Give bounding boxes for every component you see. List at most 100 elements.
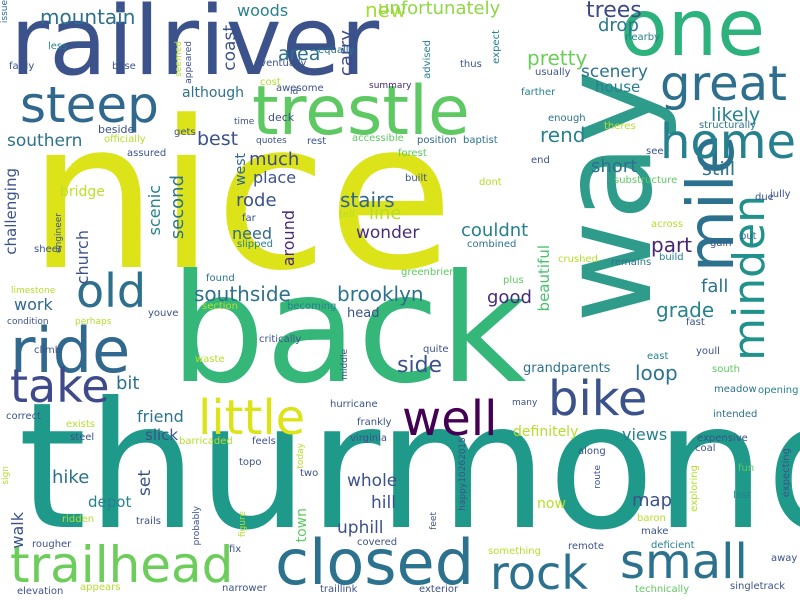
- word-whole: whole: [347, 471, 398, 491]
- word-advised: advised: [422, 40, 433, 79]
- word-fast: fast: [686, 317, 705, 328]
- word-place: place: [253, 168, 297, 187]
- word-church: church: [73, 230, 92, 285]
- word-fairly: fairly: [9, 61, 35, 72]
- word-fun: fun: [738, 463, 755, 474]
- word-feels: feels: [252, 436, 276, 447]
- word-walk: walk: [8, 512, 27, 549]
- word-elevation: elevation: [17, 586, 64, 597]
- word-many: many: [512, 398, 538, 408]
- word-trestle: trestle: [252, 72, 470, 151]
- word-home: home: [660, 114, 797, 170]
- word-appears: appears: [80, 582, 121, 593]
- word-deficient: deficient: [651, 540, 695, 551]
- word-last: last: [733, 490, 752, 501]
- word-challenging: challenging: [2, 168, 20, 255]
- word-rock: rock: [490, 546, 588, 600]
- word-virginia: virginia: [350, 433, 388, 444]
- word-stairs: stairs: [340, 188, 395, 212]
- word-need: need: [232, 224, 272, 243]
- word-way: way: [535, 70, 680, 323]
- word-barricaded: barricaded: [179, 436, 233, 447]
- word-end: end: [531, 155, 550, 166]
- word-section: section: [202, 301, 239, 312]
- word-two: two: [300, 468, 319, 479]
- word-found: found: [206, 273, 235, 284]
- word-id: id: [290, 87, 299, 97]
- word-grandparents: grandparents: [523, 361, 611, 376]
- word-position: position: [417, 135, 457, 146]
- word-topo: topo: [239, 457, 262, 468]
- word-minden: minden: [724, 195, 775, 361]
- word-back: back: [170, 243, 527, 417]
- word-ridden: ridden: [62, 514, 95, 525]
- word-old: old: [76, 264, 147, 318]
- word-covered: covered: [357, 537, 398, 548]
- word-gets: gets: [174, 127, 196, 138]
- word-trailhead: trailhead: [10, 536, 234, 594]
- word-head: head: [347, 306, 380, 321]
- word-crushed: crushed: [558, 254, 598, 265]
- word-around: around: [279, 210, 298, 267]
- word-across: across: [651, 219, 684, 230]
- word-gain: gain: [710, 238, 732, 249]
- word-closed: closed: [275, 526, 475, 599]
- word-bridge: bridge: [60, 184, 105, 200]
- word-house: house: [595, 78, 641, 96]
- word-far: far: [242, 213, 256, 224]
- word-west: west: [233, 153, 249, 186]
- word-climb: climb: [34, 345, 62, 356]
- word-tell: tell: [339, 209, 355, 220]
- word-base: base: [112, 61, 136, 72]
- word-hill: hill: [371, 493, 396, 513]
- word-southern: southern: [7, 131, 83, 151]
- word-although: although: [182, 85, 245, 101]
- word-set: set: [135, 470, 155, 496]
- word-opening: opening: [758, 385, 799, 396]
- word-new: new: [365, 0, 407, 22]
- word-due: due: [755, 192, 774, 203]
- word-work: work: [14, 295, 53, 314]
- word-seemed: seemed: [174, 41, 184, 77]
- word-thurmond: thurmond: [18, 366, 800, 569]
- word-waste: waste: [195, 354, 225, 365]
- word-exploring: exploring: [689, 465, 700, 512]
- word-away: away: [771, 553, 798, 564]
- word-second: second: [167, 175, 188, 240]
- word-views: views: [622, 425, 668, 444]
- word-great: great: [660, 56, 787, 112]
- word-correct: correct: [6, 411, 42, 422]
- word-route: route: [593, 465, 603, 489]
- word-assured: assured: [127, 148, 167, 159]
- word-substructure: substructure: [614, 175, 678, 186]
- word-short: short: [591, 156, 638, 177]
- word-along: along: [578, 446, 606, 457]
- word-plus: plus: [503, 275, 524, 286]
- word-railriver: railriver: [10, 0, 380, 97]
- word-today: today: [296, 443, 306, 469]
- word-line: line: [369, 203, 402, 224]
- word-definitely: definitely: [513, 424, 579, 440]
- word-coast: coast: [220, 25, 240, 71]
- word-still: still: [702, 158, 736, 180]
- word-woods: woods: [237, 1, 289, 20]
- word-rougher: rougher: [32, 539, 72, 550]
- word-intended: intended: [713, 409, 758, 420]
- word-theres: theres: [604, 121, 636, 132]
- word-unfortunately: unfortunately: [378, 0, 501, 19]
- word-scenic: scenic: [145, 185, 164, 236]
- word-remains: remains: [611, 257, 652, 268]
- word-combined: combined: [467, 239, 517, 250]
- word-couldnt: couldnt: [461, 220, 529, 241]
- word-rode: rode: [236, 190, 277, 211]
- word-issue: issue: [0, 0, 10, 24]
- word-summary: summary: [369, 81, 412, 91]
- word-mountain: mountain: [40, 5, 136, 29]
- word-jully: jully: [770, 189, 791, 200]
- word-rend: rend: [540, 123, 586, 147]
- word-good: good: [487, 287, 532, 308]
- word-condition: condition: [7, 317, 49, 327]
- word-best: best: [197, 128, 239, 150]
- word-critically: critically: [259, 334, 302, 345]
